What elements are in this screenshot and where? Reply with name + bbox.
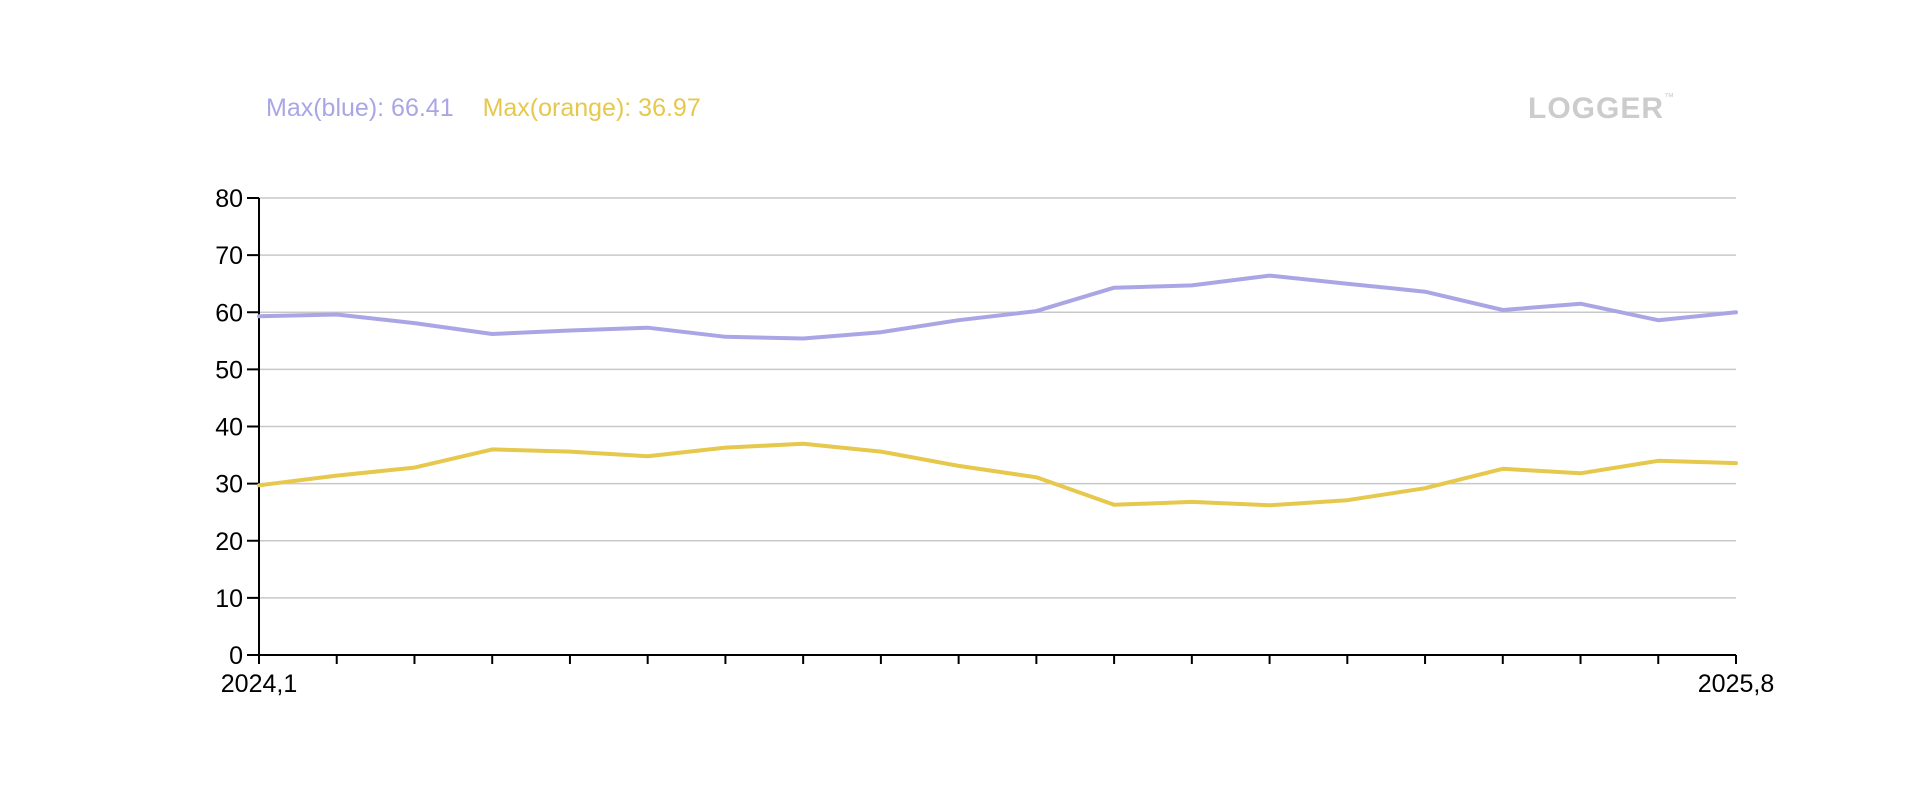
legend-orange-label: Max(orange): 36.97 [482,94,701,122]
logger-logo: LOGGER™ [1528,92,1675,126]
grid-lines [259,197,1736,599]
y-tick-label-60: 60 [215,299,243,327]
y-tick-label-20: 20 [215,528,243,556]
y-tick-label-70: 70 [215,242,243,270]
logo-text: LOGGER [1528,92,1665,125]
legend: Max(blue): 66.41 Max(orange): 36.97 [266,94,723,123]
y-tick-label-10: 10 [215,585,243,613]
y-tick-label-30: 30 [215,471,243,499]
y-tick-label-40: 40 [215,414,243,442]
series-line-blue [257,273,1738,341]
y-tick-label-80: 80 [215,185,243,213]
legend-blue-label: Max(blue): 66.41 [266,94,454,122]
series-line-orange [257,441,1738,508]
axes [247,197,1737,664]
x-tick-label-end: 2025,8 [1698,670,1774,698]
series-lines [257,273,1738,508]
logo-trademark: ™ [1664,92,1676,103]
y-tick-label-50: 50 [215,356,243,384]
x-tick-label-start: 2024,1 [221,670,297,698]
y-tick-label-0: 0 [229,642,243,670]
tick-labels: 0 10 20 30 40 50 60 70 80 2024,1 2025,8 [215,185,1774,698]
